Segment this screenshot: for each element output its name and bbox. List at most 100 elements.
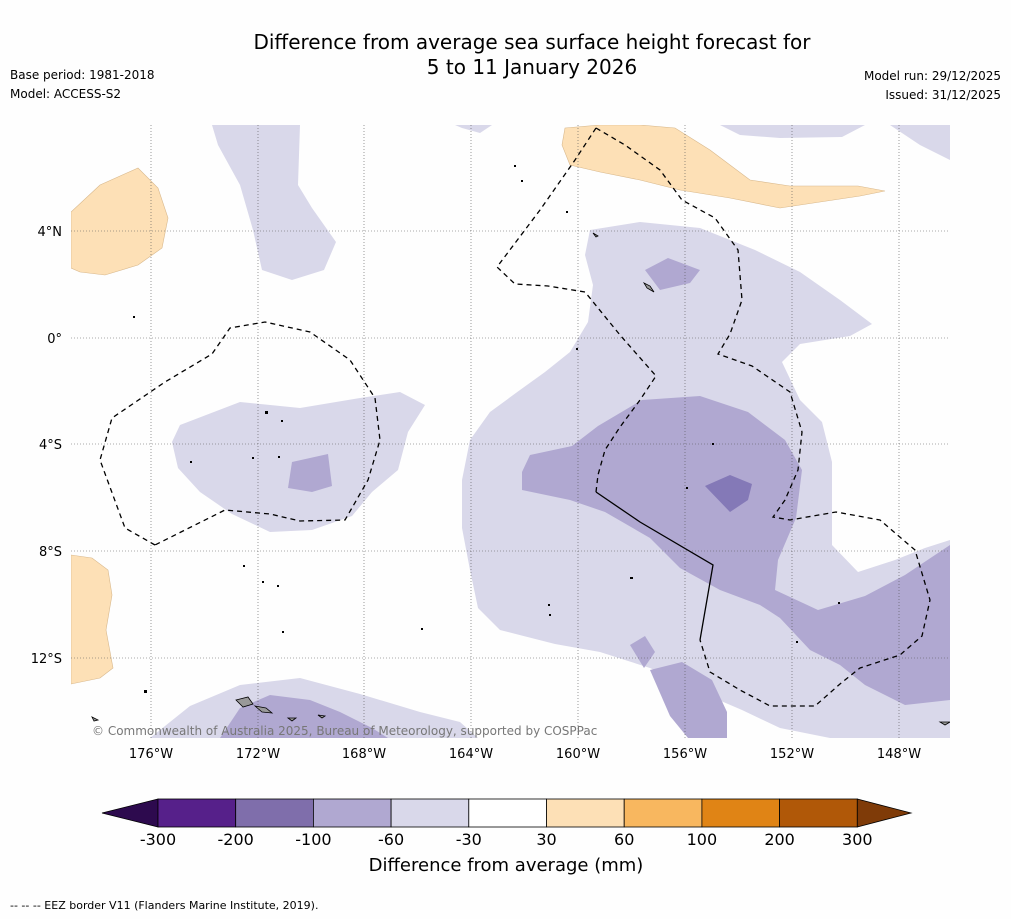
colorbar-tick: 100 — [687, 830, 718, 849]
island — [253, 705, 274, 714]
island — [317, 714, 327, 719]
eez-border — [595, 127, 931, 707]
eez-legend-footer: -- -- -- EEZ border V11 (Flanders Marine… — [10, 899, 319, 912]
anomaly-region — [455, 125, 492, 133]
title-line-1: Difference from average sea surface heig… — [253, 30, 811, 54]
model-name: Model: ACCESS-S2 — [10, 87, 122, 101]
colorbar-tick: 60 — [614, 830, 634, 849]
islet — [190, 461, 192, 463]
lon-label: 172°W — [236, 747, 280, 762]
model-run: Model run: 29/12/2025 — [863, 69, 1001, 83]
islet — [262, 581, 264, 583]
lat-label: 4°S — [39, 438, 62, 453]
islet — [265, 411, 268, 414]
islet — [243, 565, 245, 567]
island — [91, 716, 100, 722]
lat-label: 12°S — [31, 652, 62, 667]
anomaly-medium-purple — [220, 258, 950, 738]
anomaly-region — [71, 554, 114, 685]
lon-label: 148°W — [877, 747, 921, 762]
colorbar-segment — [468, 798, 547, 828]
lon-label: 152°W — [770, 747, 814, 762]
islet — [133, 316, 135, 318]
anomaly-region — [630, 636, 655, 668]
map-plot-area: © Commonwealth of Australia 2025, Bureau… — [71, 125, 950, 738]
islet — [630, 577, 633, 579]
anomaly-region — [561, 125, 886, 209]
colorbar-segment — [390, 798, 470, 828]
islands — [91, 232, 950, 726]
longitude-labels: 176°W 172°W 168°W 164°W 160°W 156°W 152°… — [129, 747, 921, 762]
colorbar-tick: -300 — [140, 830, 176, 849]
base-period: Base period: 1981-2018 — [10, 68, 155, 82]
anomaly-light-orange — [71, 125, 886, 685]
lon-label: 176°W — [129, 747, 173, 762]
eez-borders — [99, 127, 931, 707]
islet — [278, 456, 280, 458]
colorbar-tick: -200 — [218, 830, 254, 849]
lat-label: 4°N — [38, 225, 63, 240]
colorbar: -300 -200 -100 -60 -30 30 60 100 200 300… — [101, 798, 913, 876]
islet — [421, 628, 423, 630]
island — [592, 232, 599, 238]
eez-border — [99, 321, 381, 546]
islet — [796, 641, 798, 643]
colorbar-segment — [235, 798, 314, 828]
anomaly-dark-purple — [705, 475, 752, 512]
lon-label: 164°W — [449, 747, 493, 762]
island — [235, 696, 254, 708]
islet — [712, 443, 714, 445]
islet — [144, 690, 147, 693]
colorbar-tick: 30 — [536, 830, 556, 849]
islet — [521, 180, 523, 182]
colorbar-tick: -100 — [295, 830, 331, 849]
island — [642, 282, 655, 293]
anomaly-region — [650, 662, 727, 738]
colorbar-tick: 200 — [764, 830, 795, 849]
anomaly-region — [212, 125, 336, 280]
eez-border — [496, 127, 657, 493]
meta-right: Model run: 29/12/2025 Issued: 31/12/2025 — [864, 67, 1001, 105]
islet — [566, 211, 568, 213]
islet — [281, 420, 283, 422]
colorbar-segment — [157, 798, 237, 828]
islet — [686, 487, 688, 489]
anomaly-region — [645, 258, 700, 290]
lat-label: 0° — [47, 332, 62, 347]
islet — [282, 631, 284, 633]
lon-label: 160°W — [556, 747, 600, 762]
issued-date: Issued: 31/12/2025 — [885, 88, 1001, 102]
chart-title: Difference from average sea surface heig… — [0, 30, 1011, 80]
islet — [576, 348, 578, 350]
colorbar-max-arrow — [856, 798, 913, 828]
colorbar-tick: -60 — [378, 830, 404, 849]
anomaly-region — [522, 396, 950, 705]
islet — [549, 614, 551, 616]
islet — [252, 457, 254, 459]
anomaly-region — [288, 454, 332, 492]
islet — [838, 602, 840, 604]
colorbar-tick: 300 — [842, 830, 873, 849]
latitude-labels: 4°N 0° 4°S 8°S 12°S — [31, 225, 62, 667]
colorbar-tick: -30 — [456, 830, 482, 849]
colorbar-segment — [701, 798, 781, 828]
lon-label: 156°W — [663, 747, 707, 762]
anomaly-region — [720, 125, 865, 138]
gridlines — [71, 125, 950, 738]
anomaly-region — [890, 125, 950, 160]
colorbar-segment — [779, 798, 858, 828]
lon-label: 168°W — [342, 747, 386, 762]
islet — [548, 604, 550, 606]
islet — [277, 585, 279, 587]
island — [938, 721, 950, 726]
anomaly-region — [71, 167, 169, 276]
lat-label: 8°S — [39, 545, 62, 560]
colorbar-segment — [546, 798, 625, 828]
colorbar-segment — [623, 798, 703, 828]
colorbar-title: Difference from average (mm) — [369, 855, 644, 876]
eez-border-solid — [595, 491, 714, 641]
title-line-2: 5 to 11 January 2026 — [426, 55, 638, 79]
meta-left: Base period: 1981-2018 Model: ACCESS-S2 — [10, 66, 155, 104]
copyright-text: © Commonwealth of Australia 2025, Bureau… — [92, 724, 597, 738]
